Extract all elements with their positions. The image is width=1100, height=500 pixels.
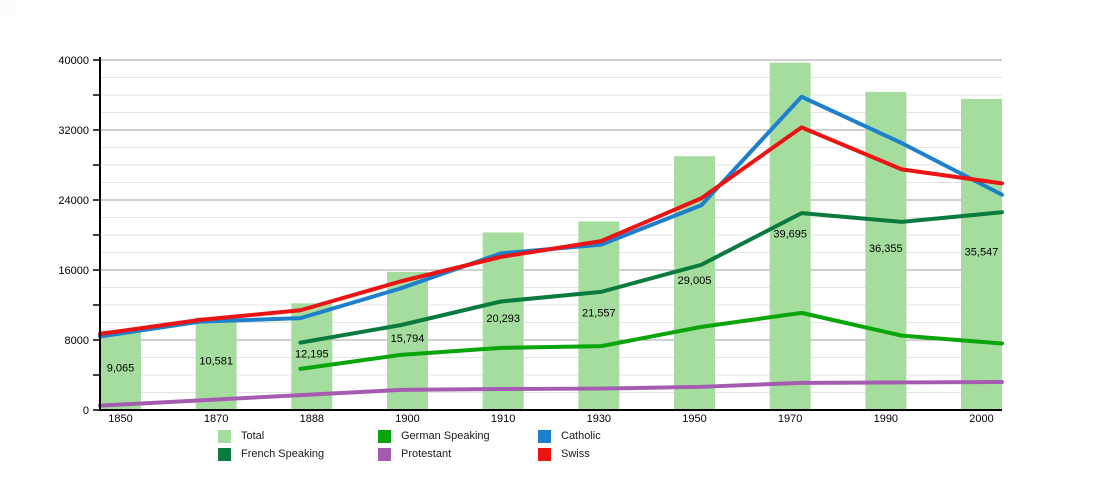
y-axis-label: 40000 [58, 55, 89, 67]
y-axis-label: 0 [83, 405, 89, 417]
x-axis-label: 1990 [874, 413, 898, 425]
legend-swatch-protestant [378, 447, 391, 461]
total-bar [961, 98, 1002, 411]
x-axis-label: 1850 [108, 413, 132, 425]
y-axis-label: 16000 [58, 265, 89, 277]
y-axis-label: 32000 [58, 125, 89, 137]
x-axis-label: 1870 [204, 413, 228, 425]
x-axis-label: 1970 [778, 413, 802, 425]
bar-value-label: 9,065 [107, 362, 135, 374]
legend-label: German Speaking [401, 430, 490, 442]
line-protestant [98, 380, 1004, 408]
total-bar [482, 232, 524, 410]
legend-swatch-french-speaking [218, 447, 231, 461]
legend-label: Catholic [561, 430, 601, 442]
total-bar [195, 317, 237, 410]
corner-artifact [0, 0, 15, 15]
x-axis-label: 1910 [491, 413, 515, 425]
bar-value-label: 35,547 [965, 246, 999, 258]
x-axis-label: 2000 [969, 413, 993, 425]
bar-value-label: 15,794 [391, 333, 425, 345]
legend-swatch-german-speaking [378, 429, 391, 443]
total-bar [578, 221, 620, 410]
legend-label: Swiss [561, 448, 590, 460]
legend-swatch-swiss [538, 447, 551, 461]
legend-item-swiss: Swiss [538, 447, 590, 461]
bar-value-label: 39,695 [773, 228, 807, 240]
legend-swatch-total [218, 429, 231, 443]
line-swiss [98, 125, 1004, 336]
bar-value-label: 12,195 [295, 349, 329, 361]
total-bar [387, 271, 428, 410]
bar-value-label: 20,293 [486, 313, 520, 325]
legend-swatch-catholic [538, 429, 551, 443]
total-bar [769, 62, 811, 410]
x-axis-label: 1930 [587, 413, 611, 425]
legend-item-protestant: Protestant [378, 447, 451, 461]
line-german-speaking [298, 310, 1004, 371]
legend-label: Protestant [401, 448, 452, 460]
total-bar [865, 91, 907, 411]
x-axis-label: 1900 [395, 413, 419, 425]
line-french-speaking [298, 210, 1004, 345]
bar-value-label: 29,005 [678, 275, 712, 287]
bar-value-label: 21,557 [582, 308, 616, 320]
legend-label: French Speaking [241, 448, 325, 460]
bar-value-label: 36,355 [869, 243, 903, 255]
legend-label: Total [241, 430, 265, 442]
legend-item-german-speaking: German Speaking [378, 429, 490, 443]
legend-item-total: Total [218, 429, 264, 443]
total-bar [100, 330, 141, 410]
legend-item-catholic: Catholic [538, 429, 601, 443]
bar-value-label: 10,581 [199, 356, 233, 368]
y-axis-label: 24000 [58, 195, 89, 207]
x-axis-label: 1888 [300, 413, 324, 425]
y-axis-label: 8000 [65, 335, 89, 347]
x-axis-label: 1950 [682, 413, 706, 425]
legend-item-french-speaking: French Speaking [218, 447, 324, 461]
